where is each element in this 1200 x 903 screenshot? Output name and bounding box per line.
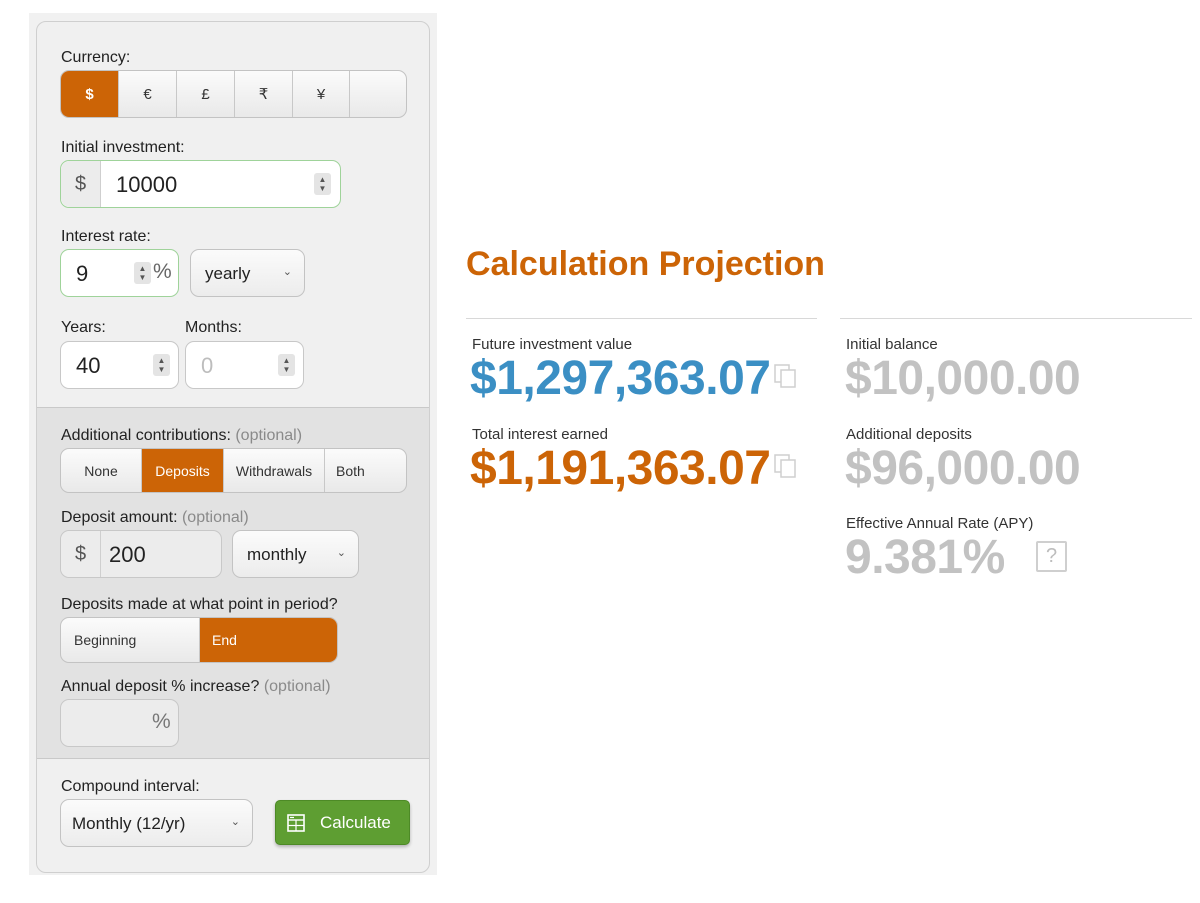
annual-increase-field[interactable]: % <box>60 699 179 747</box>
contribution-withdrawals-button[interactable]: Withdrawals <box>224 449 325 492</box>
total-interest-label: Total interest earned <box>472 426 608 443</box>
contribution-none-button[interactable]: None <box>61 449 142 492</box>
future-value-label: Future investment value <box>472 336 633 353</box>
deposit-timing-label: Deposits made at what point in period? <box>61 596 338 613</box>
chevron-down-icon: ⌄ <box>336 547 346 559</box>
interest-rate-value[interactable]: 9 <box>76 261 89 286</box>
dollar-prefix: $ <box>61 161 101 207</box>
help-icon[interactable]: ? <box>1036 541 1067 572</box>
optional-hint: (optional) <box>235 427 303 444</box>
compound-interval-value: Monthly (12/yr) <box>72 814 186 833</box>
currency-inr-button[interactable]: ₹ <box>235 71 293 117</box>
currency-eur-button[interactable]: € <box>119 71 177 117</box>
deposit-amount-label-text: Deposit amount: <box>61 509 178 526</box>
chevron-down-icon: ⌄ <box>230 816 240 828</box>
deposit-timing-selector: Beginning End <box>60 617 338 663</box>
compound-interval-label: Compound interval: <box>61 778 200 795</box>
compound-interval-select[interactable]: Monthly (12/yr) ⌄ <box>60 799 253 847</box>
currency-selector: $ € £ ₹ ¥ <box>60 70 407 118</box>
months-field[interactable]: 0 ▲ ▼ <box>185 341 304 389</box>
years-label: Years: <box>61 319 106 336</box>
years-field[interactable]: 40 ▲ ▼ <box>60 341 179 389</box>
optional-hint: (optional) <box>181 509 249 526</box>
calculate-label: Calculate <box>320 812 391 832</box>
months-stepper[interactable]: ▲ ▼ <box>278 354 295 376</box>
initial-investment-stepper[interactable]: ▲ ▼ <box>314 173 331 195</box>
deposit-amount-label: Deposit amount: (optional) <box>61 509 249 527</box>
divider <box>840 318 1192 319</box>
years-value[interactable]: 40 <box>76 353 101 378</box>
dollar-prefix: $ <box>61 531 101 577</box>
timing-beginning-button[interactable]: Beginning <box>61 618 200 662</box>
currency-jpy-button[interactable]: ¥ <box>293 71 350 117</box>
contributions-selector: None Deposits Withdrawals Both <box>60 448 407 493</box>
calculate-button[interactable]: Calculate <box>275 800 410 845</box>
interest-rate-stepper[interactable]: ▲ ▼ <box>134 262 151 284</box>
contributions-label-text: Additional contributions: <box>61 427 231 444</box>
annual-increase-label: Annual deposit % increase? (optional) <box>61 678 331 696</box>
months-label: Months: <box>185 319 242 336</box>
contributions-label: Additional contributions: (optional) <box>61 427 302 445</box>
contribution-both-button[interactable]: Both <box>336 462 365 479</box>
copy-icon[interactable] <box>773 363 797 389</box>
initial-investment-value[interactable]: 10000 <box>116 172 178 197</box>
optional-hint: (optional) <box>263 678 331 695</box>
interest-rate-label: Interest rate: <box>61 228 151 245</box>
results-title: Calculation Projection <box>466 245 825 283</box>
annual-increase-label-text: Annual deposit % increase? <box>61 678 260 695</box>
deposit-frequency-value: monthly <box>247 545 307 564</box>
future-value-amount: $1,297,363.07 <box>470 352 771 405</box>
calculator-icon <box>287 813 305 832</box>
deposit-amount-value[interactable]: 200 <box>109 542 146 567</box>
interest-rate-field[interactable]: 9 ▲ ▼ % <box>60 249 179 297</box>
chevron-down-icon: ⌄ <box>282 266 292 278</box>
deposit-frequency-select[interactable]: monthly ⌄ <box>232 530 359 578</box>
currency-label: Currency: <box>61 49 131 66</box>
deposit-amount-field[interactable]: $ 200 <box>60 530 222 578</box>
additional-deposits-label: Additional deposits <box>846 426 972 443</box>
timing-end-button[interactable]: End <box>200 618 337 662</box>
percent-suffix: % <box>153 260 172 283</box>
total-interest-amount: $1,191,363.07 <box>470 442 771 495</box>
currency-custom-button[interactable] <box>350 71 406 117</box>
initial-balance-label: Initial balance <box>846 336 938 353</box>
initial-investment-field[interactable]: $ 10000 ▲ ▼ <box>60 160 341 208</box>
contribution-deposits-button[interactable]: Deposits <box>142 449 224 492</box>
apy-label: Effective Annual Rate (APY) <box>846 515 1034 532</box>
currency-gbp-button[interactable]: £ <box>177 71 235 117</box>
calculator-form: Currency: $ € £ ₹ ¥ Initial investment: … <box>36 21 430 873</box>
initial-balance-amount: $10,000.00 <box>845 352 1081 405</box>
months-value[interactable]: 0 <box>201 353 214 378</box>
copy-icon[interactable] <box>773 453 797 479</box>
currency-usd-button[interactable]: $ <box>61 71 119 117</box>
divider <box>466 318 817 319</box>
additional-deposits-amount: $96,000.00 <box>845 442 1081 495</box>
initial-investment-label: Initial investment: <box>61 139 185 156</box>
interest-period-select[interactable]: yearly ⌄ <box>190 249 305 297</box>
years-stepper[interactable]: ▲ ▼ <box>153 354 170 376</box>
apy-value: 9.381% <box>845 531 1005 584</box>
interest-period-value: yearly <box>205 264 251 283</box>
percent-suffix: % <box>152 710 171 733</box>
